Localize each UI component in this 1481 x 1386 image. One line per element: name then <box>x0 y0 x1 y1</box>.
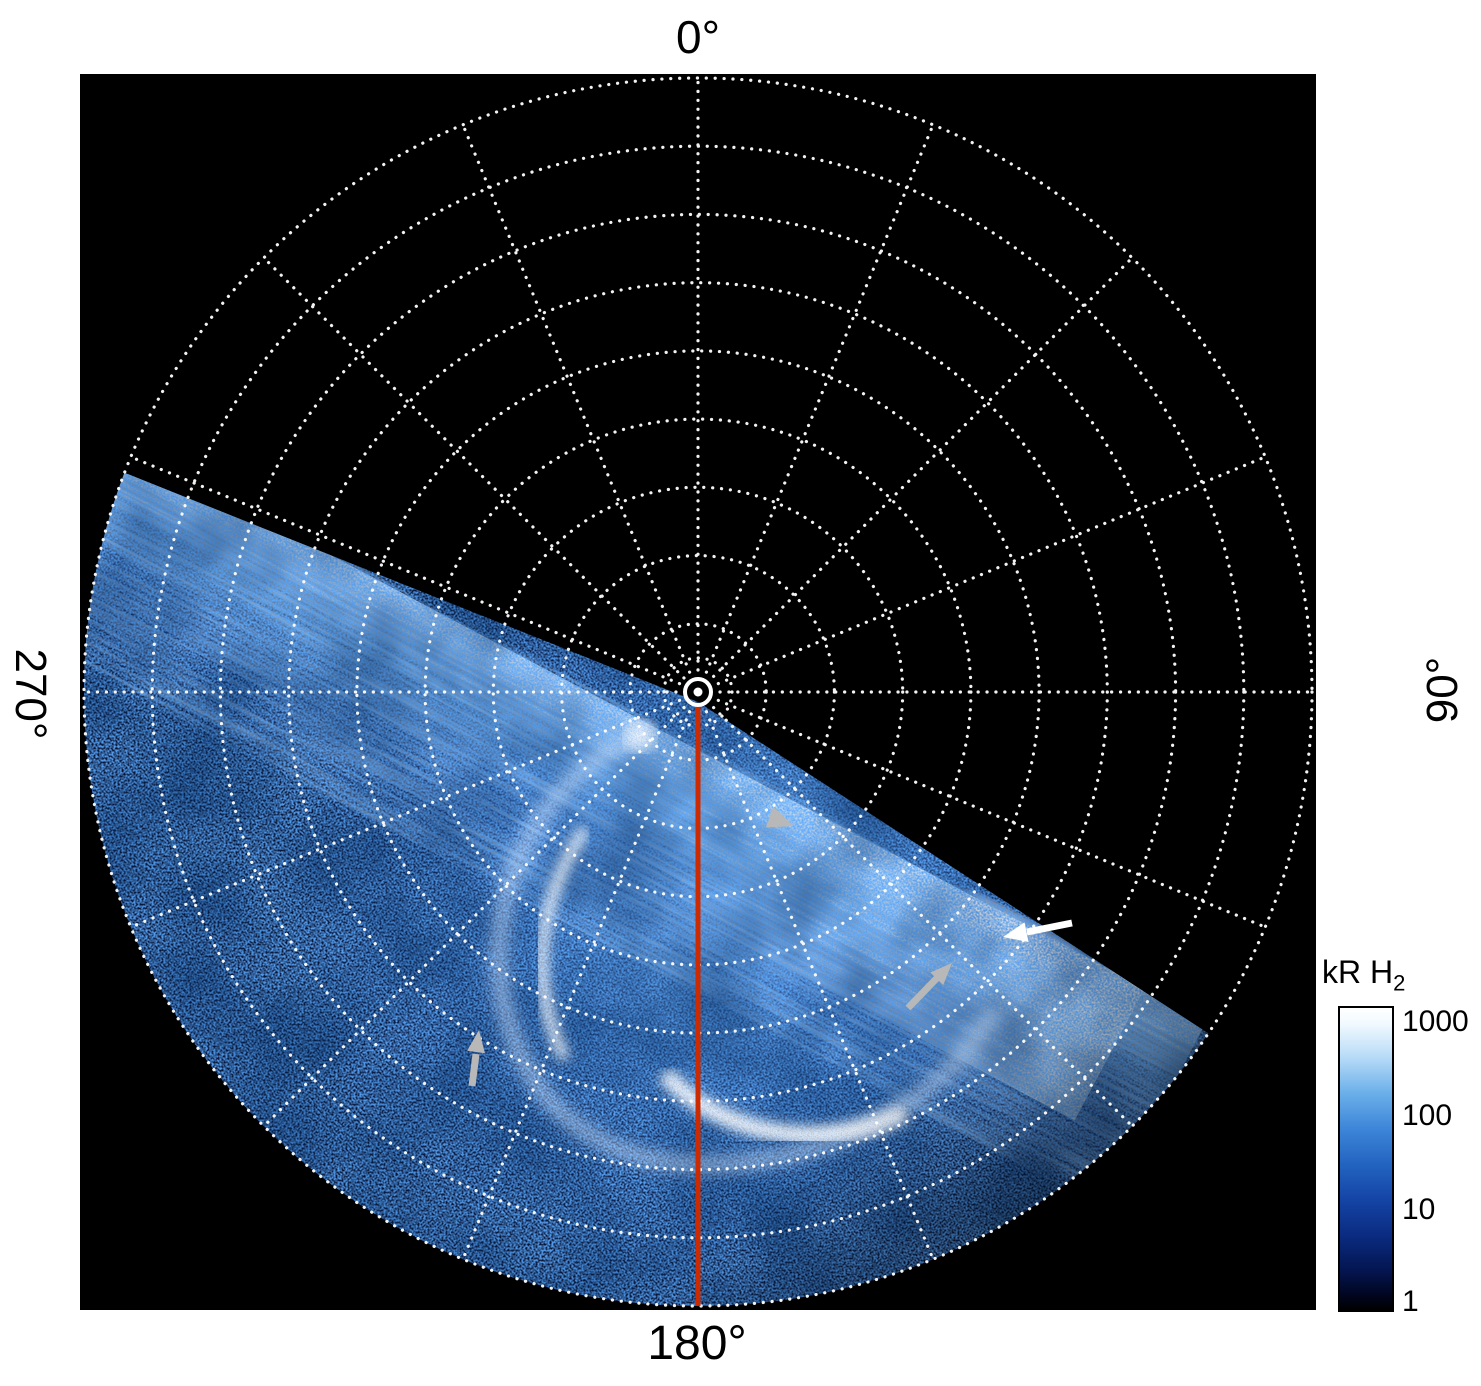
annotation-arrows <box>467 806 1073 1087</box>
colorbar-tick-10: 10 <box>1402 1193 1436 1226</box>
gray-arrow-icon <box>905 963 952 1011</box>
angle-label-270: 270° <box>6 648 55 740</box>
gray-arrow-icon <box>765 806 794 828</box>
colorbar-tick-100: 100 <box>1402 1099 1453 1132</box>
angle-label-90: 90° <box>1418 656 1467 724</box>
angle-label-0: 0° <box>676 11 720 63</box>
gray-arrow-icon <box>467 1030 485 1087</box>
colorbar-title-text: kR H <box>1322 954 1394 990</box>
pole-marker <box>683 677 713 707</box>
colorbar-tick-1000: 1000 <box>1402 1005 1469 1038</box>
colorbar <box>1338 1006 1394 1312</box>
polar-plot-area <box>80 74 1316 1310</box>
polar-plot-canvas <box>80 74 1316 1310</box>
angle-label-180: 180° <box>647 1317 747 1370</box>
colorbar-title: kR H2 <box>1322 954 1405 996</box>
colorbar-title-subscript: 2 <box>1393 970 1406 996</box>
white-arrow-icon <box>1003 919 1073 942</box>
colorbar-tick-1: 1 <box>1402 1285 1419 1318</box>
